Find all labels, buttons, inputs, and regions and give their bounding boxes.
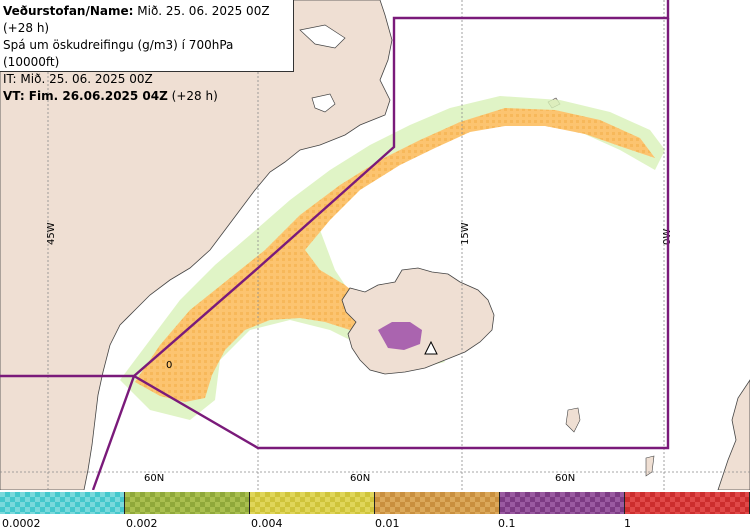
legend-tick: 0.002 xyxy=(126,517,158,530)
header-line-3: IT: Mið. 25. 06. 2025 00Z xyxy=(3,72,153,86)
parallel-label-1: 60N xyxy=(144,473,164,484)
greenland-fjord xyxy=(311,93,336,113)
header-line-1: Veðurstofan/Name: Mið. 25. 06. 2025 00Z … xyxy=(3,3,293,37)
legend-tick: 1 xyxy=(624,517,631,530)
valid-offset: (+28 h) xyxy=(167,89,218,103)
header-line-4: VT: Fim. 26.06.2025 04Z (+28 h) xyxy=(3,88,293,105)
legend-bin xyxy=(0,492,125,514)
fir-boundary xyxy=(0,0,670,491)
meridian-label-15w: 15W xyxy=(460,222,471,245)
legend-tick: 0.01 xyxy=(375,517,400,530)
legend-bin xyxy=(125,492,250,514)
parallel-label-3: 60N xyxy=(555,473,575,484)
meridian-label-45w: 45W xyxy=(46,222,57,245)
legend-bin xyxy=(625,492,750,514)
volcano-icon xyxy=(424,340,438,355)
faroe-islands xyxy=(565,407,581,433)
legend-bin xyxy=(500,492,625,514)
legend-tick: 0.1 xyxy=(498,517,516,530)
valid-time: VT: Fim. 26.06.2025 04Z xyxy=(3,89,168,103)
ash-core xyxy=(378,322,422,350)
legend-tick: 0.0002 xyxy=(2,517,41,530)
legend-bin xyxy=(375,492,500,514)
plume-marker: 0 xyxy=(166,360,172,371)
agency-label: Veðurstofan/Name: xyxy=(3,4,134,18)
forecast-info-box: Veðurstofan/Name: Mið. 25. 06. 2025 00Z … xyxy=(0,0,294,103)
iceland-landmass xyxy=(341,267,495,375)
greenland-landmass xyxy=(0,0,393,491)
legend-bin xyxy=(250,492,375,514)
legend-tick: 0.004 xyxy=(251,517,283,530)
run-time: Mið. 25. 06. 2025 00Z (+28 h) xyxy=(3,4,270,35)
graticule xyxy=(0,0,750,490)
header-line-2: Spá um öskudreifingu (g/m3) í 700hPa (10… xyxy=(3,38,234,69)
parallel-label-2: 60N xyxy=(350,473,370,484)
greenland-fjord xyxy=(299,24,346,49)
color-legend: 0.0002 0.002 0.004 0.01 0.1 1 xyxy=(0,490,750,532)
